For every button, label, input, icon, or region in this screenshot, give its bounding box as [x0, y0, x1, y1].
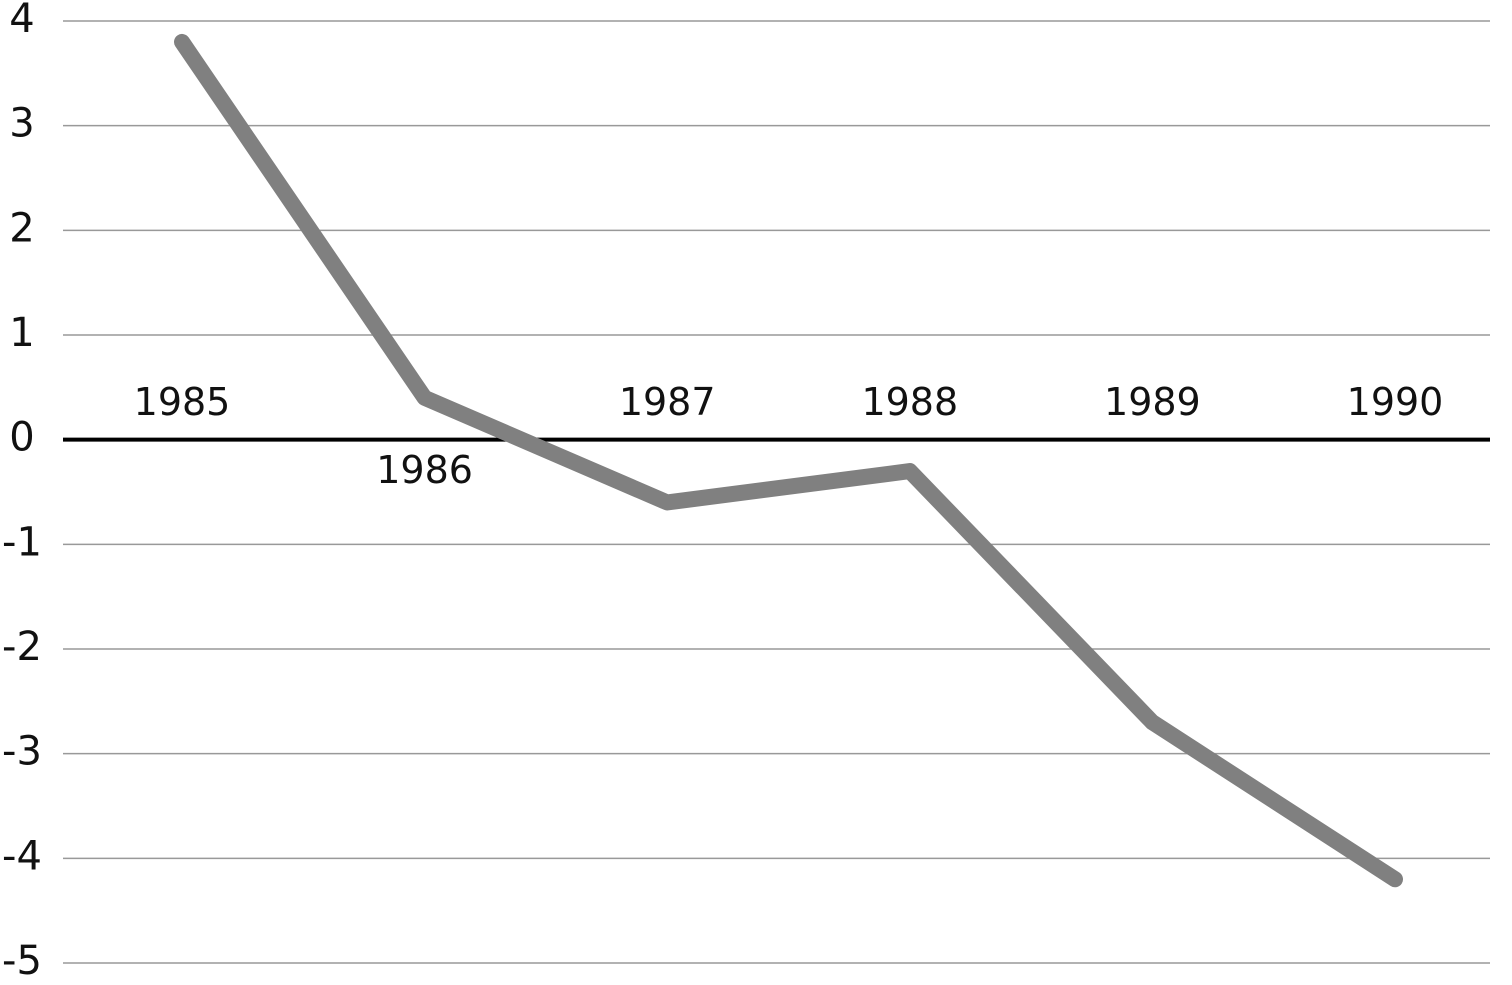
x-tick-label: 1990: [1347, 380, 1444, 424]
y-tick-label: -4: [2, 833, 42, 879]
x-tick-label: 1986: [376, 448, 473, 492]
y-tick-label: 0: [9, 415, 34, 461]
x-tick-label: 1989: [1104, 380, 1201, 424]
y-tick-label: -1: [2, 519, 42, 565]
y-tick-label: -5: [2, 938, 42, 984]
x-tick-label: 1987: [619, 380, 716, 424]
y-tick-label: 4: [9, 0, 34, 42]
x-tick-label: 1985: [134, 380, 231, 424]
line: [174, 33, 1403, 888]
y-tick-label: -3: [2, 729, 42, 775]
y-tick-label: 3: [9, 101, 34, 147]
x-tick-label: 1988: [861, 380, 958, 424]
y-tick-label: -2: [2, 624, 42, 670]
y-tick-label: 1: [9, 310, 34, 356]
y-tick-label: 2: [9, 205, 34, 251]
